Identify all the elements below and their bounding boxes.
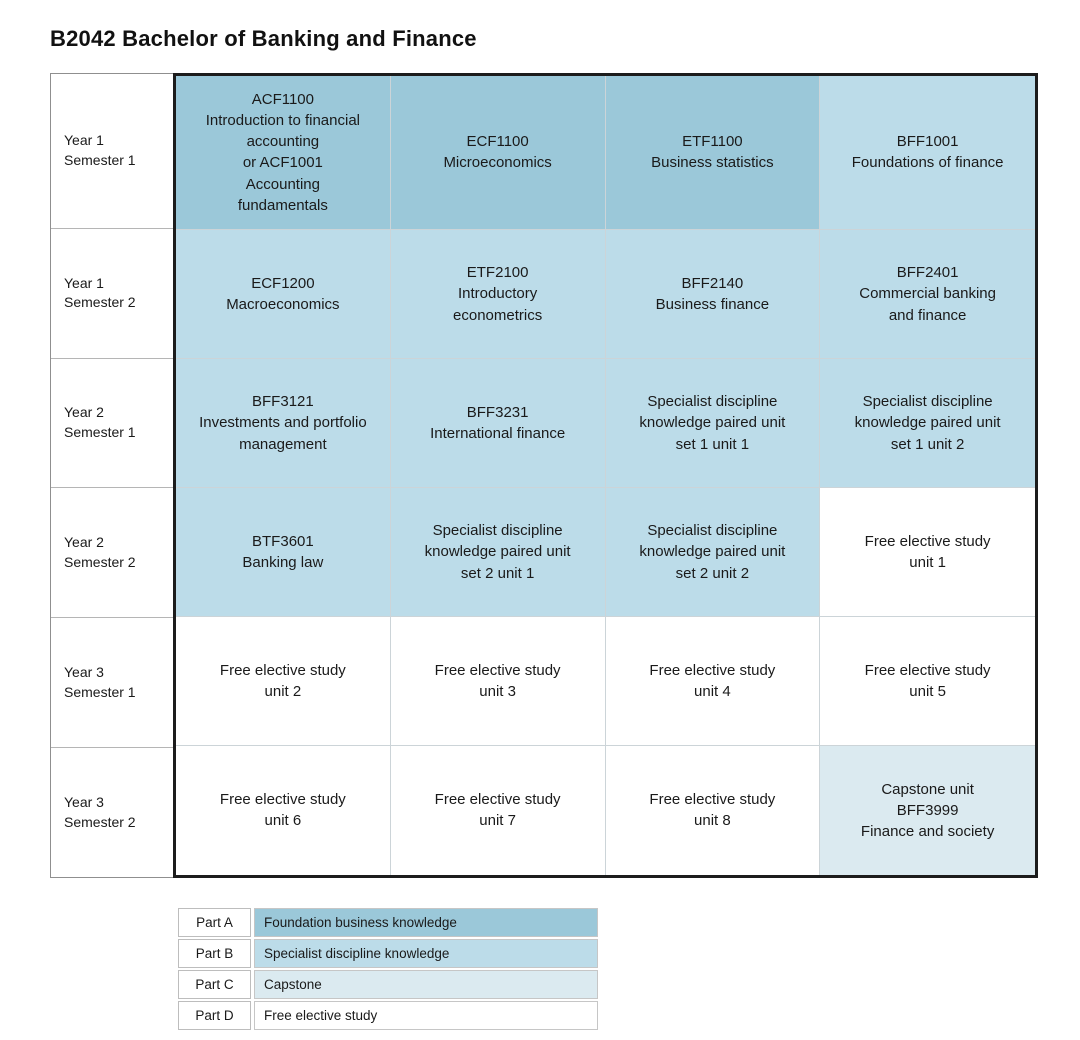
unit-cell: Specialist discipline knowledge paired u… (820, 358, 1035, 488)
unit-cell: Free elective study unit 4 (605, 616, 821, 746)
unit-cell: BTF3601 Banking law (176, 487, 391, 617)
unit-cell: Free elective study unit 1 (820, 487, 1035, 617)
unit-cell: BFF3231 International finance (390, 358, 606, 488)
semester-label: Year 1 Semester 1 (51, 74, 173, 229)
semester-label: Year 1 Semester 2 (51, 229, 173, 359)
legend-part-label: Part B (178, 939, 251, 968)
page-title: B2042 Bachelor of Banking and Finance (50, 26, 477, 51)
unit-cell: ETF2100 Introductory econometrics (390, 229, 606, 359)
unit-cell: ECF1200 Macroeconomics (176, 229, 391, 359)
semester-label: Year 2 Semester 2 (51, 488, 173, 619)
legend-part-description: Capstone (254, 970, 598, 999)
unit-cell: Free elective study unit 5 (820, 616, 1035, 746)
unit-cell: Free elective study unit 2 (176, 616, 391, 746)
unit-cell: Free elective study unit 7 (390, 745, 606, 875)
semester-label: Year 3 Semester 1 (51, 618, 173, 749)
unit-cell: ACF1100 Introduction to financial accoun… (176, 76, 391, 230)
unit-cell: ECF1100 Microeconomics (390, 76, 606, 230)
unit-grid: ACF1100 Introduction to financial accoun… (173, 73, 1038, 878)
unit-cell: Specialist discipline knowledge paired u… (605, 358, 821, 488)
unit-cell: Specialist discipline knowledge paired u… (605, 487, 821, 617)
course-map-table: Year 1 Semester 1 Year 1 Semester 2 Year… (50, 73, 1038, 878)
unit-cell: BFF2140 Business finance (605, 229, 821, 359)
legend-part-description: Specialist discipline knowledge (254, 939, 598, 968)
unit-cell: BFF2401 Commercial banking and finance (820, 229, 1035, 359)
unit-cell: ETF1100 Business statistics (605, 76, 821, 230)
unit-cell: Free elective study unit 3 (390, 616, 606, 746)
unit-cell: Free elective study unit 6 (176, 745, 391, 875)
legend-part-description: Foundation business knowledge (254, 908, 598, 937)
legend-part-label: Part A (178, 908, 251, 937)
legend-part-description: Free elective study (254, 1001, 598, 1030)
legend-part-label: Part C (178, 970, 251, 999)
semester-label: Year 3 Semester 2 (64, 794, 136, 830)
unit-cell: Capstone unit BFF3999 Finance and societ… (820, 745, 1035, 875)
unit-cell: Free elective study unit 8 (605, 745, 821, 875)
legend-part-label: Part D (178, 1001, 251, 1030)
semester-label-column: Year 1 Semester 1 Year 1 Semester 2 Year… (50, 73, 174, 878)
unit-cell: Specialist discipline knowledge paired u… (390, 487, 606, 617)
semester-label: Year 2 Semester 1 (51, 359, 173, 489)
unit-cell: BFF1001 Foundations of finance (820, 76, 1035, 230)
legend-table: Part A Foundation business knowledge Par… (178, 908, 598, 1030)
unit-cell: BFF3121 Investments and portfolio manage… (176, 358, 391, 488)
